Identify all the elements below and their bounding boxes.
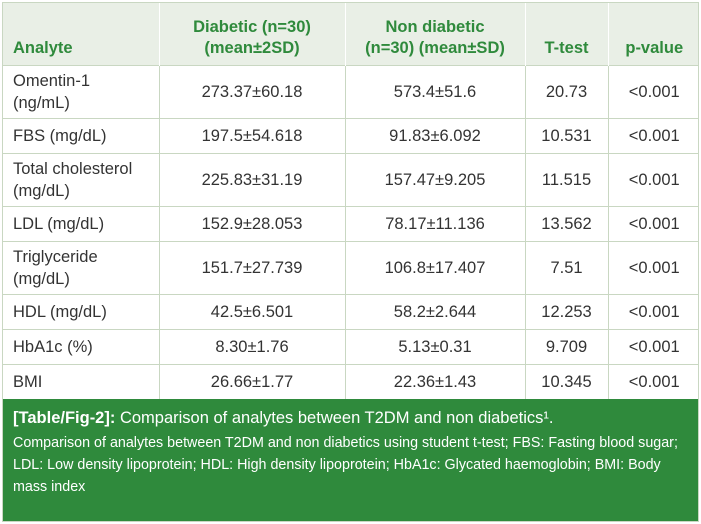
header-non-diabetic-line1: Non diabetic — [385, 17, 485, 36]
cell-analyte: HbA1c (%) — [3, 328, 160, 364]
header-analyte: Analyte — [3, 3, 160, 65]
cell-analyte: Total cholesterol (mg/dL) — [3, 152, 160, 206]
cell-analyte: LDL (mg/dL) — [3, 205, 160, 241]
header-diabetic: Diabetic (n=30) (mean±2SD) — [159, 3, 346, 65]
cell-non-diabetic: 91.83±6.092 — [345, 117, 526, 153]
analyte-line2: (ng/mL) — [13, 93, 70, 112]
cell-t-test: 13.562 — [525, 205, 609, 241]
table-row: HDL (mg/dL) 42.5±6.501 58.2±2.644 12.253… — [3, 293, 698, 329]
caption-title-text: Comparison of analytes between T2DM and … — [119, 409, 554, 427]
header-non-diabetic-line2: (n=30) (mean±SD) — [365, 38, 505, 57]
cell-diabetic: 8.30±1.76 — [159, 328, 346, 364]
cell-non-diabetic: 5.13±0.31 — [345, 328, 526, 364]
table-row: Triglyceride (mg/dL) 151.7±27.739 106.8±1… — [3, 240, 698, 294]
cell-p-value: <0.001 — [608, 293, 698, 329]
analyte-line1: Total cholesterol — [13, 159, 133, 178]
cell-p-value: <0.001 — [608, 363, 698, 399]
cell-diabetic: 225.83±31.19 — [159, 152, 346, 206]
cell-t-test: 7.51 — [525, 240, 609, 294]
cell-analyte: HDL (mg/dL) — [3, 293, 160, 329]
analyte-line2: (mg/dL) — [13, 181, 70, 200]
cell-t-test: 12.253 — [525, 293, 609, 329]
cell-diabetic: 197.5±54.618 — [159, 117, 346, 153]
cell-p-value: <0.001 — [608, 152, 698, 206]
caption-tag: [Table/Fig-2]: — [13, 409, 116, 427]
header-non-diabetic: Non diabetic (n=30) (mean±SD) — [345, 3, 526, 65]
cell-diabetic: 42.5±6.501 — [159, 293, 346, 329]
header-t-test: T-test — [525, 3, 609, 65]
header-t-test-label: T-test — [544, 38, 589, 57]
table-row: Total cholesterol (mg/dL) 225.83±31.19 15… — [3, 152, 698, 206]
cell-diabetic: 151.7±27.739 — [159, 240, 346, 294]
cell-non-diabetic: 22.36±1.43 — [345, 363, 526, 399]
cell-t-test: 11.515 — [525, 152, 609, 206]
cell-p-value: <0.001 — [608, 205, 698, 241]
cell-analyte: Omentin-1 (ng/mL) — [3, 64, 160, 118]
cell-non-diabetic: 106.8±17.407 — [345, 240, 526, 294]
header-diabetic-line2: (mean±2SD) — [204, 38, 300, 57]
header-p-value-label: p-value — [625, 38, 684, 57]
table-row: BMI 26.66±1.77 22.36±1.43 10.345 <0.001 — [3, 363, 698, 399]
header-analyte-label: Analyte — [13, 38, 73, 57]
table-row: HbA1c (%) 8.30±1.76 5.13±0.31 9.709 <0.0… — [3, 328, 698, 364]
cell-diabetic: 152.9±28.053 — [159, 205, 346, 241]
cell-p-value: <0.001 — [608, 64, 698, 118]
cell-t-test: 10.531 — [525, 117, 609, 153]
analyte-line1: Triglyceride — [13, 247, 98, 266]
cell-non-diabetic: 78.17±11.136 — [345, 205, 526, 241]
cell-t-test: 10.345 — [525, 363, 609, 399]
caption-title: [Table/Fig-2]: Comparison of analytes be… — [13, 407, 688, 429]
cell-p-value: <0.001 — [608, 240, 698, 294]
cell-analyte: BMI — [3, 363, 160, 399]
caption-note: Comparison of analytes between T2DM and … — [13, 435, 678, 495]
cell-non-diabetic: 573.4±51.6 — [345, 64, 526, 118]
table-row: LDL (mg/dL) 152.9±28.053 78.17±11.136 13… — [3, 205, 698, 241]
cell-non-diabetic: 58.2±2.644 — [345, 293, 526, 329]
header-diabetic-line1: Diabetic (n=30) — [193, 17, 311, 36]
analyte-line1: Omentin-1 — [13, 71, 91, 90]
analyte-line2: (mg/dL) — [13, 269, 70, 288]
table-row: FBS (mg/dL) 197.5±54.618 91.83±6.092 10.… — [3, 117, 698, 153]
header-p-value: p-value — [608, 3, 698, 65]
cell-t-test: 20.73 — [525, 64, 609, 118]
table-header-row: Analyte Diabetic (n=30) (mean±2SD) Non d… — [3, 3, 698, 65]
analyte-comparison-table: Analyte Diabetic (n=30) (mean±2SD) Non d… — [3, 3, 698, 399]
cell-p-value: <0.001 — [608, 328, 698, 364]
cell-t-test: 9.709 — [525, 328, 609, 364]
table-row: Omentin-1 (ng/mL) 273.37±60.18 573.4±51.6… — [3, 64, 698, 118]
table-caption: [Table/Fig-2]: Comparison of analytes be… — [3, 399, 698, 521]
cell-analyte: FBS (mg/dL) — [3, 117, 160, 153]
cell-diabetic: 273.37±60.18 — [159, 64, 346, 118]
cell-p-value: <0.001 — [608, 117, 698, 153]
cell-analyte: Triglyceride (mg/dL) — [3, 240, 160, 294]
cell-diabetic: 26.66±1.77 — [159, 363, 346, 399]
cell-non-diabetic: 157.47±9.205 — [345, 152, 526, 206]
